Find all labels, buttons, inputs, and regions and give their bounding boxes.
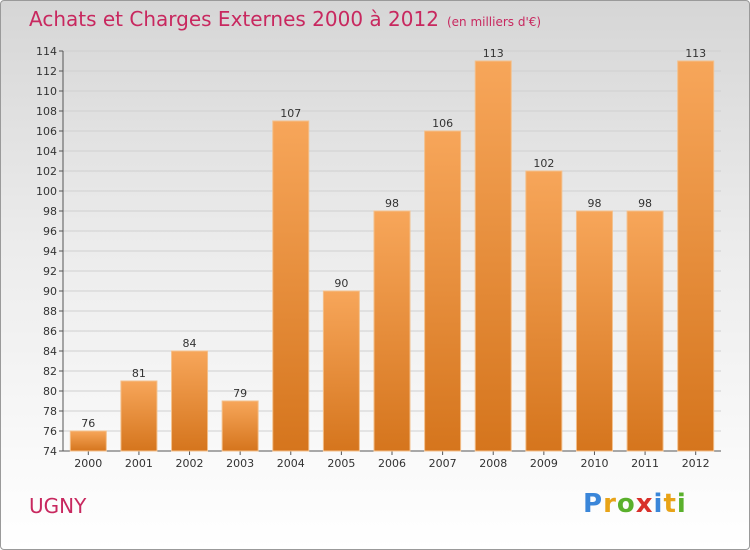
bar-2002 (171, 350, 209, 452)
y-tick-label: 112 (36, 65, 57, 78)
y-tick-label: 94 (43, 245, 57, 258)
value-label-2001: 81 (132, 367, 146, 380)
y-tick-label: 82 (43, 365, 57, 378)
chart-title-text: Achats et Charges Externes 2000 à 2012 (29, 7, 439, 31)
value-label-2004: 107 (280, 107, 301, 120)
bar-2001 (120, 380, 158, 452)
y-tick-label: 90 (43, 285, 57, 298)
bar-2010 (575, 210, 613, 452)
value-label-2012: 113 (685, 47, 706, 60)
y-tick-label: 84 (43, 345, 57, 358)
value-label-2007: 106 (432, 117, 453, 130)
logo-letter: x (635, 489, 654, 519)
y-tick-label: 78 (43, 405, 57, 418)
bar-2003 (221, 400, 259, 452)
value-labels: 76 81 84 79 107 90 98 106 113 102 98 98 113 (81, 47, 706, 430)
bar-2012 (677, 60, 715, 452)
x-tick-label-2000: 2000 (74, 457, 102, 470)
x-tick-label-2009: 2009 (530, 457, 558, 470)
x-tick-label-2001: 2001 (125, 457, 153, 470)
bar-2009 (525, 170, 563, 452)
y-tick-label: 102 (36, 165, 57, 178)
x-tick-label-2006: 2006 (378, 457, 406, 470)
logo-letter: i (653, 489, 664, 519)
y-tick-label: 98 (43, 205, 57, 218)
bar-2006 (373, 210, 411, 452)
x-tick-label-2004: 2004 (277, 457, 305, 470)
value-label-2010: 98 (587, 197, 601, 210)
y-tick-label: 114 (36, 45, 57, 58)
y-tick-label: 76 (43, 425, 57, 438)
bar-2008 (474, 60, 512, 452)
chart-subtitle: (en milliers d'€) (446, 15, 542, 29)
y-tick-label: 88 (43, 305, 57, 318)
x-tick-label-2008: 2008 (479, 457, 507, 470)
y-tick-label: 96 (43, 225, 57, 238)
y-tick-label: 110 (36, 85, 57, 98)
bar-2007 (424, 130, 462, 452)
bar-2005 (322, 290, 360, 452)
value-label-2000: 76 (81, 417, 95, 430)
commune-name: UGNY (29, 494, 87, 518)
y-tick-label: 108 (36, 105, 57, 118)
y-tick-label: 104 (36, 145, 57, 158)
y-tick-label: 80 (43, 385, 57, 398)
x-tick-label-2012: 2012 (682, 457, 710, 470)
x-tick-label-2002: 2002 (176, 457, 204, 470)
chart-title: Achats et Charges Externes 2000 à 2012 (e… (29, 7, 541, 31)
bars (69, 60, 715, 452)
proxiti-logo: Proxiti (583, 489, 687, 519)
bar-2004 (272, 120, 310, 452)
y-tick-label: 86 (43, 325, 57, 338)
logo-letter: t (663, 489, 677, 519)
y-tick-label: 100 (36, 185, 57, 198)
y-tick-label: 106 (36, 125, 57, 138)
x-tick-label-2003: 2003 (226, 457, 254, 470)
value-label-2011: 98 (638, 197, 652, 210)
x-tick-label-2011: 2011 (631, 457, 659, 470)
logo-letter: o (616, 489, 636, 519)
value-label-2006: 98 (385, 197, 399, 210)
logo-letter: r (603, 489, 617, 519)
value-label-2005: 90 (334, 277, 348, 290)
y-tick-label: 92 (43, 265, 57, 278)
value-label-2002: 84 (183, 337, 197, 350)
value-label-2009: 102 (533, 157, 554, 170)
value-label-2008: 113 (483, 47, 504, 60)
x-tick-label-2005: 2005 (327, 457, 355, 470)
y-tick-label: 74 (43, 445, 57, 458)
logo-letter: i (676, 489, 687, 519)
logo-letter: P (583, 489, 604, 519)
bar-2000 (69, 430, 107, 452)
x-tick-label-2010: 2010 (580, 457, 608, 470)
value-label-2003: 79 (233, 387, 247, 400)
x-tick-label-2007: 2007 (429, 457, 457, 470)
bar-2011 (626, 210, 664, 452)
